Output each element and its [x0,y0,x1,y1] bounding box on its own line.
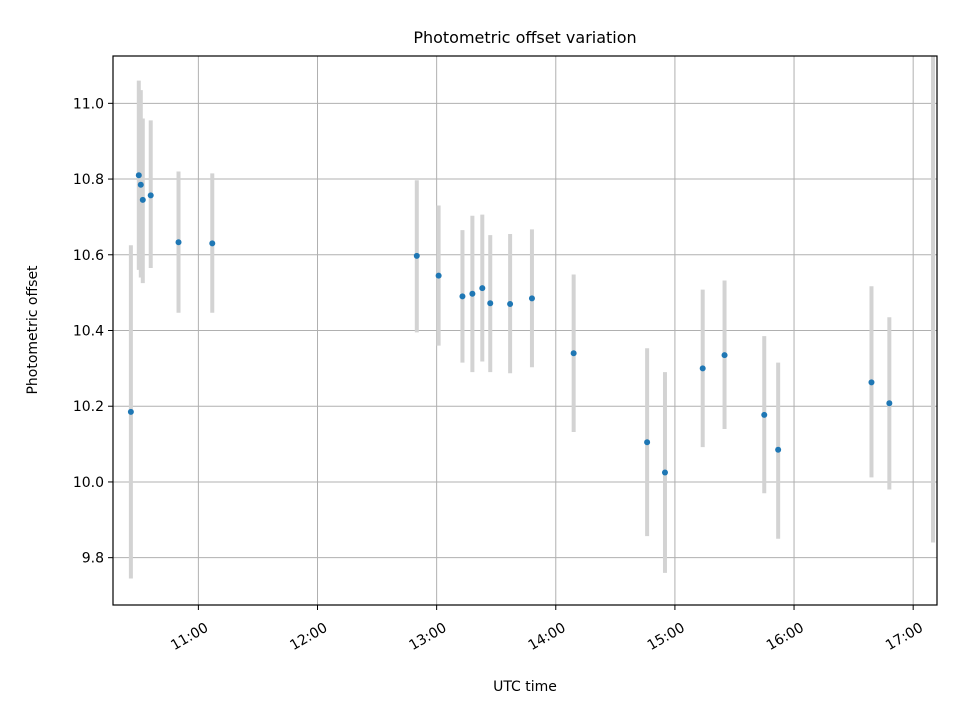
y-tick-label: 11.0 [73,96,104,112]
y-axis-ticks: 9.8 10.0 10.2 10.4 10.6 10.8 11.0 [73,96,113,567]
data-point [699,365,706,372]
data-point [209,240,216,247]
chart-title: Photometric offset variation [413,28,636,47]
data-point [644,439,651,446]
data-point [147,192,154,199]
data-point [469,290,476,297]
data-point [127,408,134,415]
data-point [868,379,875,386]
x-axis-label: UTC time [493,679,557,695]
data-point [435,272,442,279]
data-point [137,181,144,188]
data-point [479,285,486,292]
y-tick-label: 9.8 [82,551,104,567]
y-tick-label: 10.4 [73,324,104,340]
data-point [661,469,668,476]
y-tick-label: 10.8 [73,172,104,188]
data-point [139,196,146,203]
data-markers [127,172,893,476]
data-point [507,300,514,307]
data-point [570,350,577,357]
data-point [775,446,782,453]
y-tick-label: 10.0 [73,475,104,491]
grid [113,56,937,605]
data-point [135,172,142,179]
y-axis-label: Photometric offset [25,265,41,395]
y-tick-label: 10.6 [73,248,104,264]
data-point [487,300,494,307]
data-point [761,411,768,418]
data-point [175,239,182,246]
data-point [721,352,728,359]
y-tick-label: 10.2 [73,399,104,415]
data-point [528,295,535,302]
data-point [413,252,420,259]
data-point [459,293,466,300]
data-point [886,400,893,407]
